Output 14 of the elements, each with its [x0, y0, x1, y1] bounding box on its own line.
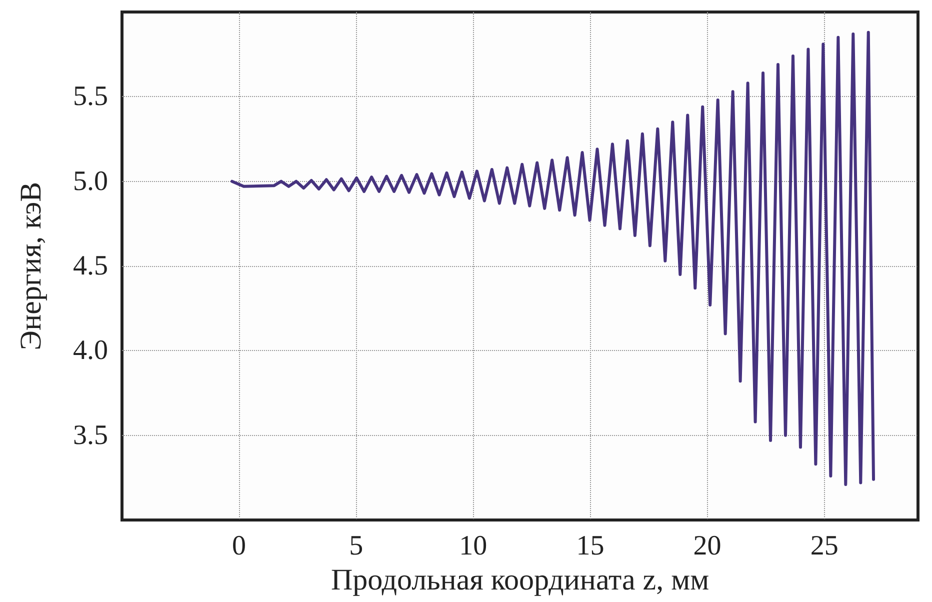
- x-tick-label: 10: [459, 530, 488, 562]
- y-tick-label: 5.5: [73, 81, 108, 112]
- y-tick-label: 4.0: [73, 335, 108, 366]
- y-tick-label: 4.5: [73, 250, 108, 282]
- x-tick-label: 15: [576, 530, 604, 562]
- x-tick-label: 25: [810, 530, 838, 562]
- x-tick-label: 5: [349, 530, 364, 562]
- y-tick-label: 3.5: [73, 420, 108, 451]
- line-series: [230, 30, 876, 486]
- y-tick-label: 5.0: [73, 166, 108, 197]
- y-axis-title: Энергия, кэВ: [14, 182, 48, 350]
- x-axis-title: Продольная координата z, мм: [330, 563, 710, 596]
- x-tick-label: 0: [232, 530, 246, 562]
- x-tick-label: 20: [693, 530, 722, 562]
